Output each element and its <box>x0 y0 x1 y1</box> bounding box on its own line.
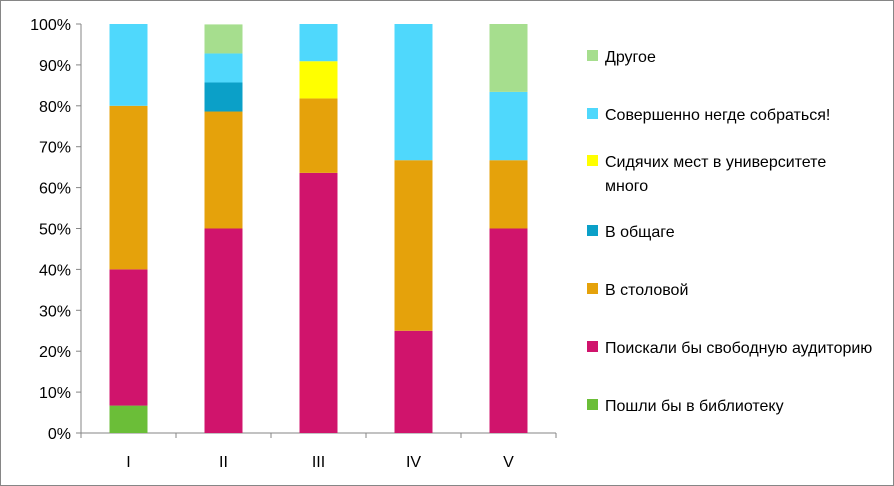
y-tick-label: 50% <box>39 222 71 239</box>
y-tick-label: 70% <box>39 140 71 157</box>
axes: 0%10%20%30%40%50%60%70%80%90%100%I II III I… <box>30 17 557 471</box>
y-tick-label: 80% <box>39 99 71 116</box>
x-tick-label: V <box>503 454 514 471</box>
bar-segment <box>109 405 148 433</box>
bar-segment <box>109 105 148 270</box>
y-tick-label: 90% <box>39 58 71 75</box>
bar-segment <box>489 24 528 92</box>
legend-swatch <box>587 341 598 352</box>
bar-segment <box>394 160 433 331</box>
bar-segment <box>204 82 243 112</box>
y-tick-label: 40% <box>39 262 71 279</box>
legend-label: Другое <box>605 49 656 66</box>
y-tick-label: 100% <box>30 17 71 34</box>
legend-label: Сидячих мест в университете много <box>605 154 826 195</box>
y-tick-label: 20% <box>39 344 71 361</box>
legend-label: В столовой <box>605 282 688 299</box>
legend-label: Пошли бы в библиотеку <box>605 398 784 415</box>
x-tick-label: III <box>312 454 325 471</box>
legend-label: Совершенно негде собраться! <box>605 107 830 124</box>
bar-segment <box>109 24 148 106</box>
bar-segment <box>299 172 338 433</box>
bars <box>109 24 528 433</box>
legend: Другое Совершенно негде собраться! Сидячих… <box>587 49 872 415</box>
x-tick-label: IV <box>406 454 421 471</box>
bar-segment <box>394 24 433 161</box>
legend-swatch <box>587 399 598 410</box>
bar-segment <box>489 228 528 433</box>
bar-segment <box>299 61 338 99</box>
legend-swatch <box>587 108 598 119</box>
y-tick-label: 10% <box>39 385 71 402</box>
y-tick-label: 30% <box>39 303 71 320</box>
legend-swatch <box>587 50 598 61</box>
bar-segment <box>489 91 528 161</box>
y-tick-label: 0% <box>48 426 71 443</box>
x-tick-label: I <box>126 454 130 471</box>
x-tick-label: II <box>219 454 228 471</box>
bar-segment <box>204 53 243 83</box>
legend-swatch <box>587 225 598 236</box>
y-tick-label: 60% <box>39 181 71 198</box>
bar-segment <box>394 330 433 433</box>
bar-segment <box>204 111 243 229</box>
bar-segment <box>204 24 243 54</box>
bar-segment <box>489 160 528 229</box>
legend-swatch <box>587 283 598 294</box>
legend-label: В общаге <box>605 224 675 241</box>
bar-segment <box>299 98 338 173</box>
legend-label: Поискали бы свободную аудиторию <box>605 340 872 357</box>
bar-segment <box>204 228 243 433</box>
bar-segment <box>109 269 148 406</box>
legend-swatch <box>587 155 598 166</box>
bar-segment <box>299 24 338 62</box>
